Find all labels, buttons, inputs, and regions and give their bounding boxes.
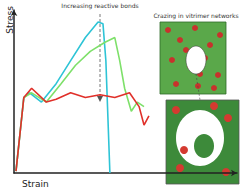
svg-text:Stress: Stress <box>5 6 15 34</box>
svg-text:Increasing reactive bonds: Increasing reactive bonds <box>61 2 138 10</box>
svg-text:Strain: Strain <box>22 179 49 189</box>
svg-text:Crazing in vitrimer networks: Crazing in vitrimer networks <box>153 12 238 20</box>
